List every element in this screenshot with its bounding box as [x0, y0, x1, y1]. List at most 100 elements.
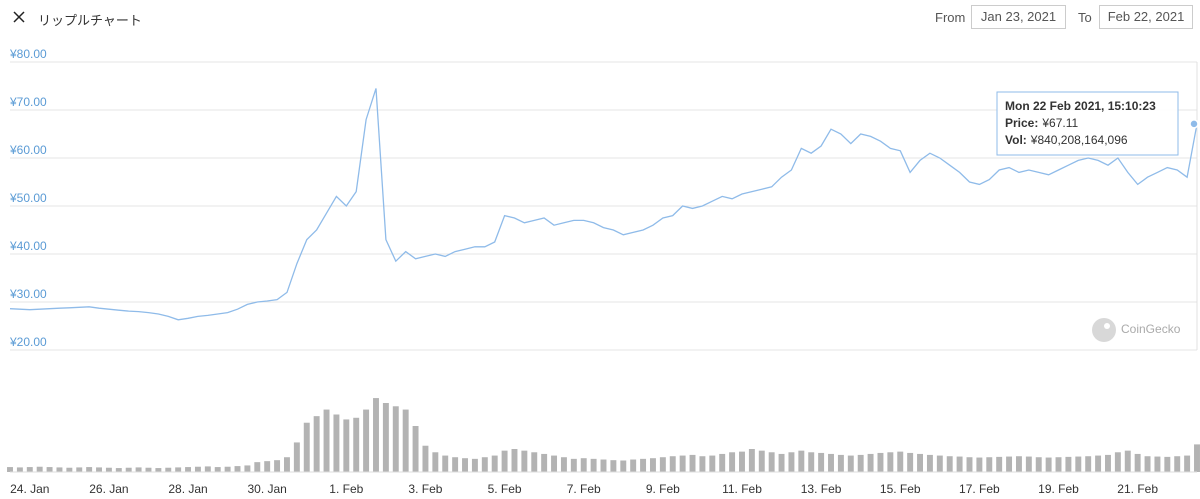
- volume-bar: [244, 465, 251, 472]
- volume-bar: [36, 466, 43, 472]
- volume-bar: [956, 456, 963, 472]
- x-tick-label: 26. Jan: [89, 482, 128, 496]
- volume-bar: [867, 453, 874, 472]
- volume-bar: [560, 457, 567, 472]
- volume-bar: [353, 417, 360, 472]
- y-tick-label: ¥70.00: [9, 95, 47, 109]
- volume-bar: [264, 461, 271, 472]
- volume-bar: [739, 451, 745, 472]
- watermark: CoinGecko: [1092, 318, 1181, 342]
- volume-bar: [234, 466, 241, 472]
- volume-bar: [323, 409, 330, 472]
- volume-bar: [274, 460, 281, 472]
- volume-bar: [768, 452, 775, 472]
- volume-bar: [511, 449, 518, 472]
- volume-bar: [917, 453, 924, 472]
- volume-bar: [373, 398, 379, 472]
- volume-bar: [689, 454, 696, 472]
- volume-bar: [541, 453, 548, 472]
- volume-bar: [620, 460, 627, 472]
- volume-bar: [363, 409, 370, 472]
- tooltip: Mon 22 Feb 2021, 15:10:23 Price: ¥67.11 Vol…: [996, 91, 1179, 156]
- volume-bar: [194, 466, 201, 472]
- x-tick-label: 9. Feb: [646, 482, 680, 496]
- volume-bar: [659, 457, 666, 472]
- x-tick-label: 21. Feb: [1117, 482, 1158, 496]
- volume-bar: [926, 454, 933, 472]
- volume-bar: [46, 467, 53, 472]
- volume-bar: [551, 455, 558, 472]
- volume-bar: [501, 450, 508, 472]
- volume-bar: [283, 457, 290, 472]
- volume-bar: [125, 467, 132, 472]
- volume-bar: [946, 456, 953, 472]
- volume-bar: [580, 458, 587, 472]
- volume-bar: [1114, 452, 1121, 472]
- volume-bar: [135, 467, 142, 472]
- volume-bar: [877, 452, 884, 472]
- volume-bar: [16, 467, 23, 472]
- volume-bar: [590, 458, 597, 472]
- volume-bar: [66, 467, 73, 472]
- volume-bar: [481, 457, 488, 472]
- volume-bar: [1184, 455, 1191, 472]
- volume-bar: [976, 457, 983, 472]
- volume-bar: [333, 414, 340, 472]
- volume-bar: [343, 419, 350, 472]
- volume-bar: [630, 459, 637, 472]
- volume-bar: [1055, 457, 1062, 472]
- volume-bar: [452, 457, 459, 472]
- watermark-logo-eye: [1104, 323, 1110, 329]
- volume-bar: [115, 468, 122, 472]
- volume-bar: [758, 450, 765, 472]
- volume-bar: [1015, 456, 1022, 472]
- volume-bar: [600, 459, 607, 472]
- x-tick-label: 28. Jan: [168, 482, 207, 496]
- volume-bar: [1095, 455, 1102, 472]
- volume-bar: [709, 455, 716, 472]
- volume-bar: [986, 457, 993, 472]
- volume-bar: [966, 457, 973, 472]
- volume-bar: [778, 453, 785, 472]
- volume-bar: [442, 455, 449, 472]
- volume-bar: [432, 452, 439, 472]
- from-label: From: [935, 10, 966, 25]
- x-tick-label: 17. Feb: [959, 482, 1000, 496]
- y-tick-label: ¥40.00: [9, 239, 47, 253]
- volume-bar: [382, 403, 389, 472]
- y-tick-label: ¥50.00: [9, 191, 47, 205]
- volume-bar: [1045, 457, 1052, 472]
- watermark-logo: [1092, 318, 1116, 342]
- volume-bar: [798, 450, 805, 472]
- volume-bar: [412, 426, 419, 472]
- x-tick-label: 24. Jan: [10, 482, 49, 496]
- y-tick-label: ¥30.00: [9, 287, 47, 301]
- volume-bar: [422, 445, 429, 472]
- from-date-input[interactable]: Jan 23, 2021: [971, 5, 1066, 29]
- to-date-input[interactable]: Feb 22, 2021: [1099, 5, 1193, 29]
- volume-bar: [897, 451, 904, 472]
- volume-bar: [471, 458, 478, 472]
- volume-bar: [857, 454, 864, 472]
- volume-bar: [1194, 444, 1200, 472]
- volume-bar: [392, 406, 399, 472]
- volume-bar: [1105, 454, 1111, 472]
- volume-bar: [531, 452, 538, 472]
- x-tick-label: 13. Feb: [801, 482, 842, 496]
- price-line: [9, 88, 1198, 321]
- volume-bar: [254, 462, 261, 472]
- x-tick-label: 11. Feb: [722, 482, 762, 496]
- volume-bar: [1124, 450, 1131, 472]
- volume-bar: [313, 416, 320, 472]
- volume-bar: [165, 467, 172, 472]
- volume-bar: [1164, 456, 1171, 472]
- volume-bar: [719, 453, 726, 472]
- volume-bar: [175, 467, 182, 472]
- tooltip-label: Vol:: [1005, 133, 1027, 147]
- close-icon[interactable]: [13, 11, 25, 23]
- volume-bar: [847, 455, 854, 472]
- tooltip-label: Price:: [1005, 116, 1038, 130]
- volume-bar: [204, 466, 211, 472]
- volume-bar: [86, 467, 93, 472]
